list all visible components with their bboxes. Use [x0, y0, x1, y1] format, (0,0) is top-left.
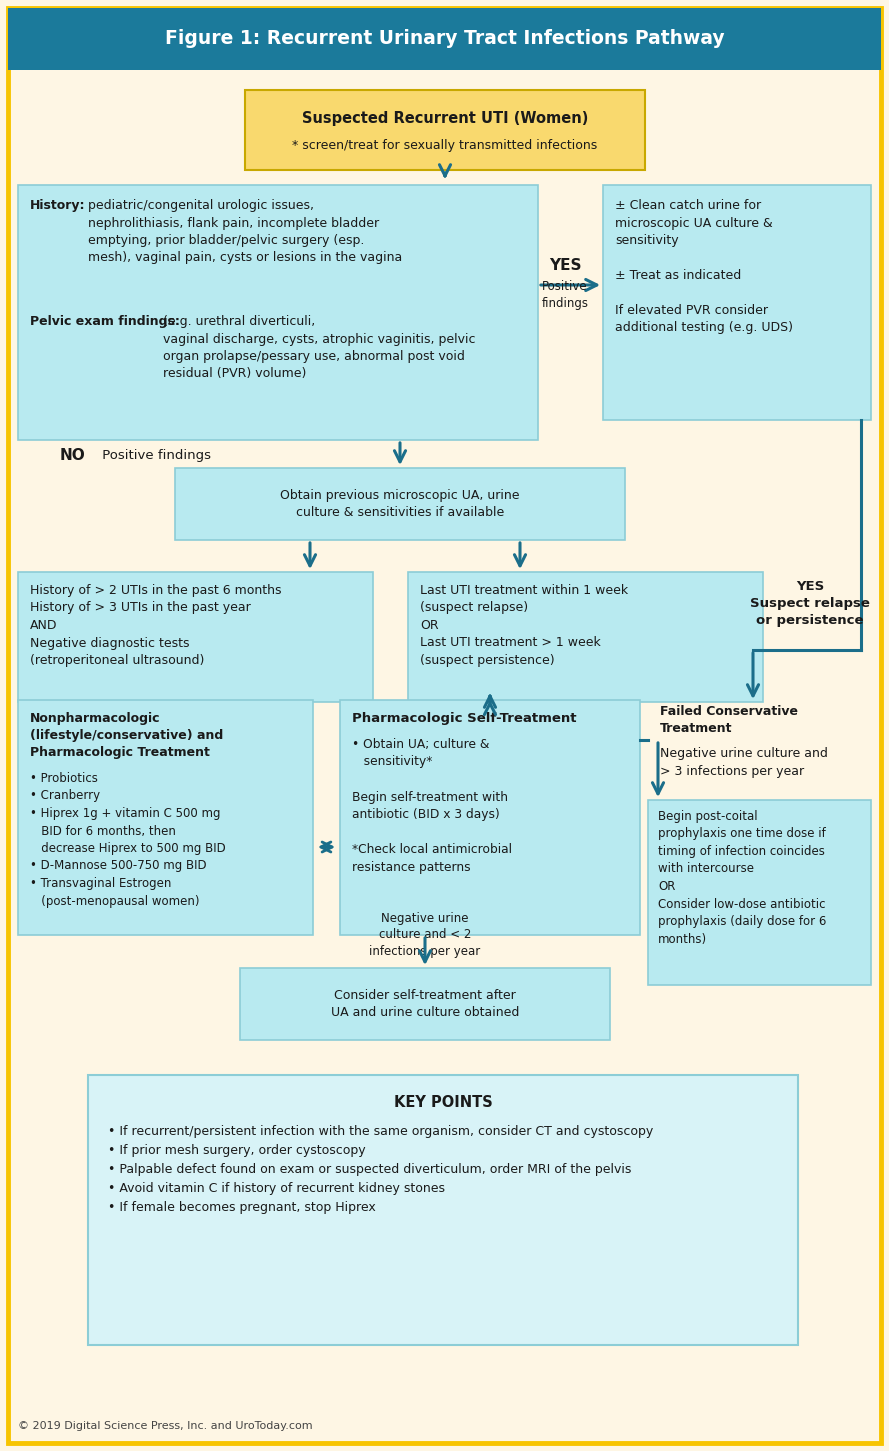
Bar: [18, 699, 313, 934]
Bar: [18, 572, 373, 702]
Bar: [8, 9, 881, 70]
Text: Pharmacologic Self-Treatment: Pharmacologic Self-Treatment: [352, 712, 576, 726]
Text: Positive findings: Positive findings: [98, 448, 211, 461]
Text: pediatric/congenital urologic issues,
nephrolithiasis, flank pain, incomplete bl: pediatric/congenital urologic issues, ne…: [88, 199, 402, 264]
Text: Figure 1: Recurrent Urinary Tract Infections Pathway: Figure 1: Recurrent Urinary Tract Infect…: [164, 29, 725, 48]
Text: Pelvic exam findings:: Pelvic exam findings:: [30, 315, 180, 328]
Text: YES: YES: [549, 257, 581, 273]
Text: YES
Suspect relapse
or persistence: YES Suspect relapse or persistence: [750, 580, 870, 627]
Text: History:: History:: [30, 199, 85, 212]
Text: History of > 2 UTIs in the past 6 months
History of > 3 UTIs in the past year
AN: History of > 2 UTIs in the past 6 months…: [30, 583, 282, 667]
Text: © 2019 Digital Science Press, Inc. and UroToday.com: © 2019 Digital Science Press, Inc. and U…: [18, 1421, 313, 1431]
Bar: [603, 184, 871, 419]
Text: KEY POINTS: KEY POINTS: [394, 1096, 493, 1110]
Text: Consider self-treatment after
UA and urine culture obtained: Consider self-treatment after UA and uri…: [331, 988, 519, 1019]
Text: ± Clean catch urine for
microscopic UA culture &
sensitivity

± Treat as indicat: ± Clean catch urine for microscopic UA c…: [615, 199, 793, 335]
Text: Failed Conservative
Treatment: Failed Conservative Treatment: [660, 705, 798, 736]
Text: • Obtain UA; culture &
   sensitivity*

Begin self-treatment with
antibiotic (BI: • Obtain UA; culture & sensitivity* Begi…: [352, 739, 512, 874]
Text: Begin post-coital
prophylaxis one time dose if
timing of infection coincides
wit: Begin post-coital prophylaxis one time d…: [658, 810, 827, 946]
Bar: [245, 90, 645, 170]
Text: Negative urine culture and
> 3 infections per year: Negative urine culture and > 3 infection…: [660, 747, 828, 778]
Text: Obtain previous microscopic UA, urine
culture & sensitivities if available: Obtain previous microscopic UA, urine cu…: [280, 489, 520, 519]
Text: Suspected Recurrent UTI (Women): Suspected Recurrent UTI (Women): [301, 110, 589, 125]
Text: (e.g. urethral diverticuli,
vaginal discharge, cysts, atrophic vaginitis, pelvic: (e.g. urethral diverticuli, vaginal disc…: [163, 315, 476, 380]
Text: NO: NO: [60, 447, 85, 463]
Text: Negative urine
culture and < 2
infections per year: Negative urine culture and < 2 infection…: [369, 913, 481, 958]
Text: * screen/treat for sexually transmitted infections: * screen/treat for sexually transmitted …: [292, 138, 597, 151]
Bar: [340, 699, 640, 934]
Text: • If recurrent/persistent infection with the same organism, consider CT and cyst: • If recurrent/persistent infection with…: [108, 1125, 653, 1214]
Text: • Probiotics
• Cranberry
• Hiprex 1g + vitamin C 500 mg
   BID for 6 months, the: • Probiotics • Cranberry • Hiprex 1g + v…: [30, 772, 226, 907]
Text: Last UTI treatment within 1 week
(suspect relapse)
OR
Last UTI treatment > 1 wee: Last UTI treatment within 1 week (suspec…: [420, 583, 629, 667]
Bar: [240, 968, 610, 1040]
Bar: [648, 800, 871, 985]
Bar: [18, 184, 538, 440]
Bar: [408, 572, 763, 702]
Bar: [88, 1075, 798, 1345]
Text: Positive
findings: Positive findings: [541, 280, 589, 309]
Text: Nonpharmacologic
(lifestyle/conservative) and
Pharmacologic Treatment: Nonpharmacologic (lifestyle/conservative…: [30, 712, 223, 759]
Bar: [175, 469, 625, 540]
